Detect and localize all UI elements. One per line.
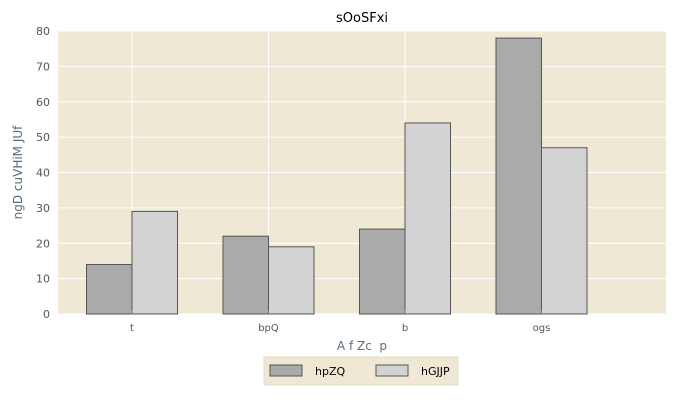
x-tick-label: bpQ bbox=[258, 323, 279, 334]
y-tick-label: 50 bbox=[36, 131, 50, 144]
bar-hGJJP-bpQ bbox=[268, 246, 315, 315]
y-tick-label: 80 bbox=[36, 25, 50, 38]
y-tick-label: 10 bbox=[36, 273, 50, 286]
legend-swatch-hGJJP bbox=[375, 364, 409, 377]
y-tick-label: 20 bbox=[36, 237, 50, 250]
bar-hGJJP-ogs bbox=[541, 147, 588, 315]
x-axis-label: A f Zc p bbox=[337, 339, 387, 353]
chart-title: sOoSFxi bbox=[336, 11, 388, 26]
bar-hpZQ-ogs bbox=[495, 37, 542, 315]
x-tick-label: b bbox=[402, 323, 408, 334]
x-tick-label: ogs bbox=[533, 323, 551, 334]
bar-hpZQ-t bbox=[86, 263, 133, 315]
y-tick-label: 30 bbox=[36, 202, 50, 215]
legend-swatch-hpZQ bbox=[269, 364, 303, 377]
y-tick-label: 70 bbox=[36, 60, 50, 73]
bars bbox=[86, 37, 588, 315]
y-axis-ticks: 0 10 20 30 40 50 60 70 80 bbox=[36, 25, 50, 321]
legend-label-hGJJP: hGJJP bbox=[421, 365, 450, 378]
y-axis-label: ngD cuVHiM JUf bbox=[11, 125, 25, 220]
bar-hpZQ-b bbox=[359, 228, 406, 315]
x-tick-label: t bbox=[130, 323, 134, 334]
y-tick-label: 0 bbox=[43, 308, 50, 321]
bar-hpZQ-bpQ bbox=[222, 235, 269, 315]
legend-label-hpZQ: hpZQ bbox=[315, 365, 345, 378]
y-tick-label: 60 bbox=[36, 96, 50, 109]
y-tick-label: 40 bbox=[36, 167, 50, 180]
bar-hGJJP-t bbox=[131, 210, 178, 315]
bar-hGJJP-b bbox=[404, 122, 451, 315]
legend: hpZQ hGJJP bbox=[263, 356, 459, 386]
x-axis-ticks: t bpQ b ogs bbox=[130, 310, 550, 334]
